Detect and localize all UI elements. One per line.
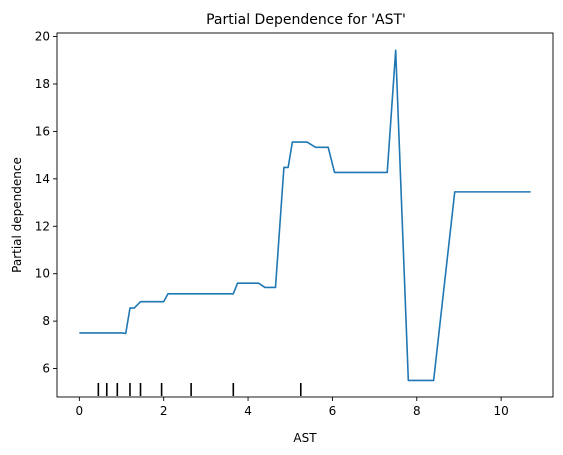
- y-axis-label: Partial dependence: [10, 157, 24, 273]
- x-tick-label-0: 0: [76, 404, 84, 418]
- x-tick-label-2: 4: [244, 404, 252, 418]
- x-tick-label-1: 2: [160, 404, 168, 418]
- plot-area: [56, 32, 554, 398]
- chart-title: Partial Dependence for 'AST': [206, 12, 406, 28]
- series-line-0: [79, 49, 531, 382]
- axes-frame: [56, 32, 554, 398]
- y-tick-label-6: 18: [35, 77, 50, 91]
- series-layer: [79, 49, 531, 382]
- y-tick-label-7: 20: [35, 30, 50, 44]
- x-tick-label-5: 10: [493, 404, 508, 418]
- y-axis-ticks: 6 8 10 12 14 16 18 20: [35, 30, 57, 376]
- y-tick-label-0: 6: [42, 362, 50, 376]
- rug-layer: [97, 383, 302, 396]
- x-tick-label-4: 8: [413, 404, 421, 418]
- y-tick-label-5: 16: [35, 124, 50, 138]
- y-tick-label-4: 14: [35, 172, 50, 186]
- y-tick-label-1: 8: [42, 314, 50, 328]
- x-axis-ticks: 0 2 4 6 8 10: [76, 397, 509, 418]
- x-axis-label: AST: [293, 431, 317, 445]
- y-tick-label-2: 10: [35, 267, 50, 281]
- x-tick-label-3: 6: [329, 404, 337, 418]
- y-tick-label-3: 12: [35, 219, 50, 233]
